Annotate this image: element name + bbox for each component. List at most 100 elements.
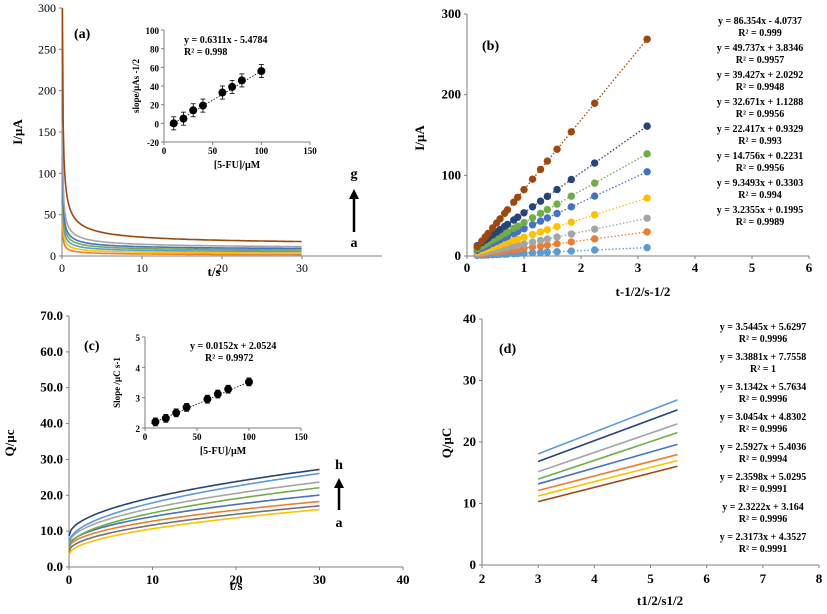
current-series-a	[61, 222, 302, 256]
inset-point	[228, 82, 237, 91]
r-squared-label: R² = 0.9994	[739, 454, 787, 465]
y-axis-title: Q/µC	[439, 428, 454, 459]
data-point	[514, 213, 522, 221]
y-tick-label: 300	[38, 1, 56, 15]
fit-line-s6	[537, 423, 678, 473]
charge-series-c	[68, 500, 320, 549]
data-point	[514, 222, 522, 230]
r-squared-label: R² = 0.993	[738, 136, 781, 147]
y-tick-label: 5	[136, 333, 141, 343]
data-point	[543, 205, 552, 214]
data-point	[643, 243, 651, 252]
data-point	[553, 145, 561, 153]
inset-point	[189, 106, 198, 115]
x-tick-label: 50	[193, 432, 203, 442]
r-squared-label: R² = 0.9996	[739, 334, 787, 345]
data-point	[643, 194, 651, 202]
y-axis-title: I/µA	[412, 125, 427, 151]
y-tick-label: 80	[150, 45, 160, 55]
x-tick-label: 30	[313, 572, 326, 587]
data-point	[590, 246, 599, 254]
fit-line-s3	[475, 217, 650, 255]
data-point	[488, 224, 497, 232]
data-point	[514, 235, 522, 243]
equation-label: y = 2.3173x + 4.3527	[720, 532, 806, 543]
data-point	[528, 238, 537, 246]
fit-line-s3	[537, 453, 678, 492]
data-point	[528, 175, 537, 183]
equation-label: y = 3.3881x + 7.7558	[720, 352, 806, 363]
r-squared-label: R² = 0.9991	[739, 544, 787, 555]
equation-label: y = 86.354x - 4.0737	[718, 16, 802, 27]
x-tick-label: 2	[578, 260, 585, 275]
inset-c: 0 50 100 150 2 3 4 5 [5-FU]/µM Slope /µC s-1 y = 0…	[112, 333, 308, 457]
y-tick-label: 20	[150, 101, 160, 111]
data-point	[567, 238, 576, 246]
r-squared-label: R² = 1	[750, 364, 776, 375]
inset-r-squared: R² = 0.9972	[205, 353, 253, 364]
data-point	[553, 233, 561, 241]
data-point	[543, 241, 552, 249]
fit-line-s2	[537, 459, 678, 497]
r-squared-label: R² = 0.9996	[739, 424, 787, 435]
y-tick-label: 200	[38, 84, 56, 98]
x-tick-label: 0	[162, 146, 167, 156]
y-tick-label: 2	[136, 424, 141, 434]
y-tick-label: 40	[463, 311, 476, 326]
x-tick-label: 6	[806, 260, 813, 275]
data-point	[528, 249, 537, 257]
data-point	[528, 214, 537, 222]
inset-point	[169, 119, 178, 128]
charge-series-f	[68, 481, 320, 544]
data-point	[496, 215, 504, 223]
data-point	[567, 247, 576, 255]
y-tick-label: 300	[442, 6, 462, 21]
fit-line-s6	[475, 152, 650, 251]
inset-point	[218, 88, 227, 97]
y-tick-label: 200	[442, 87, 462, 102]
equation-label: y = 32.671x + 1.1288	[717, 97, 803, 108]
fit-line-s8	[537, 399, 678, 455]
data-point	[643, 214, 651, 222]
current-series-d	[61, 173, 302, 251]
inset-point	[182, 403, 191, 412]
y-axis-title: Slope /µC s-1	[112, 357, 122, 408]
data-point	[543, 157, 552, 165]
equation-label: y = 3.1342x + 5.7634	[720, 382, 806, 393]
equation-label: y = 2.3598x + 5.0295	[720, 472, 806, 483]
equation-label: y = 3.5445x + 5.6297	[720, 322, 806, 333]
y-tick-label: 30.0	[40, 451, 63, 466]
data-point	[590, 225, 599, 233]
data-point	[528, 230, 537, 239]
x-axis-title: t-1/2/s-1/2	[616, 284, 671, 299]
y-tick-label: 100	[38, 166, 56, 180]
x-tick-label: 100	[242, 432, 256, 442]
equation-label: y = 9.3493x + 0.3303	[717, 178, 803, 189]
equation-label: y = 3.0454x + 4.8302	[720, 412, 806, 423]
arrow-top-label: h	[335, 458, 343, 473]
y-tick-label: 20.0	[40, 487, 63, 502]
arrow-bottom-label: a	[336, 516, 343, 531]
x-axis-title: t/s	[208, 264, 221, 279]
x-tick-label: 7	[760, 571, 767, 586]
x-tick-label: 5	[749, 260, 756, 275]
data-point	[543, 226, 552, 234]
data-point	[503, 206, 512, 214]
x-tick-label: 150	[294, 432, 308, 442]
data-point	[590, 99, 599, 107]
inset-point	[161, 414, 170, 423]
data-point	[510, 198, 518, 206]
inset-point	[213, 390, 222, 399]
x-tick-label: 150	[303, 146, 317, 156]
inset-equation: y = 0.0152x + 2.0524	[190, 341, 276, 352]
y-tick-label: 0.0	[47, 559, 63, 574]
data-point	[643, 122, 651, 130]
equation-label: y = 39.427x + 2.0292	[717, 70, 803, 81]
x-tick-label: 2	[479, 571, 486, 586]
data-point	[520, 225, 528, 233]
data-point	[536, 242, 545, 250]
data-point	[590, 159, 599, 167]
data-point	[553, 222, 561, 231]
y-tick-label: 40	[150, 82, 160, 92]
